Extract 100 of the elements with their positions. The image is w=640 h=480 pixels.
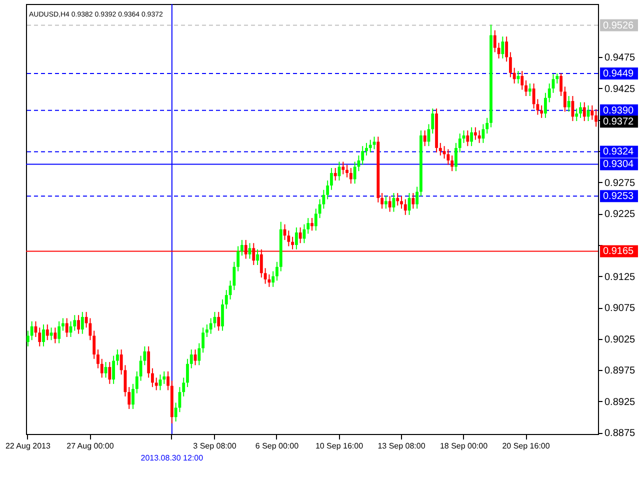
candlestick <box>50 327 53 341</box>
x-tick-label: 20 Sep 16:00 <box>502 442 550 450</box>
candlestick <box>400 196 403 210</box>
candlestick <box>438 142 442 156</box>
y-tick-label: 0.8975 <box>604 366 636 377</box>
candlestick <box>166 370 170 391</box>
candlestick <box>512 67 516 84</box>
candlestick <box>571 96 574 122</box>
candlestick <box>560 72 562 97</box>
candlestick <box>454 142 458 172</box>
candlestick <box>505 36 508 62</box>
x-tick-label: 22 Aug 2013 <box>5 442 51 450</box>
y-tick-label: 0.9425 <box>604 84 636 95</box>
y-tick-label: 0.9475 <box>604 52 636 64</box>
candlestick <box>65 318 68 338</box>
candlestick <box>46 324 49 341</box>
x-tick-label: 10 Sep 16:00 <box>315 442 364 450</box>
candlestick <box>486 117 489 134</box>
candlestick <box>582 102 586 122</box>
candlestick <box>540 104 544 118</box>
candlestick <box>182 377 186 397</box>
candlestick <box>474 126 477 140</box>
ref-line-label: 0.9449 <box>603 68 634 80</box>
y-tick-label: 0.9275 <box>604 178 636 189</box>
ref-line-label: 0.9324 <box>603 146 634 158</box>
y-tick-label: 0.9025 <box>604 334 636 346</box>
ref-line-label: 0.9390 <box>603 105 634 116</box>
x-tick-label: 3 Sep 08:00 <box>193 442 237 450</box>
candlestick <box>567 96 570 112</box>
candlestick <box>135 370 138 394</box>
candlestick <box>342 161 345 175</box>
y-tick-label: 0.9125 <box>604 272 636 283</box>
candlestick <box>493 30 496 53</box>
candlestick <box>205 324 208 338</box>
candlestick <box>349 167 352 184</box>
candlestick <box>92 330 96 360</box>
candlestick <box>298 226 302 244</box>
candlestick <box>112 355 116 384</box>
candlestick <box>544 92 547 118</box>
candlestick <box>132 383 134 410</box>
candlestick <box>224 290 228 310</box>
candlestick <box>62 318 64 332</box>
candlestick <box>294 226 298 250</box>
candlestick <box>54 327 57 344</box>
y-tick-label: 0.9225 <box>604 209 636 220</box>
candlestick <box>147 346 150 378</box>
candlestick <box>128 386 131 410</box>
candlestick <box>42 324 45 347</box>
candlestick <box>334 167 337 182</box>
candlestick <box>264 268 267 284</box>
candlestick <box>416 186 419 210</box>
candlestick <box>575 108 578 122</box>
candlestick <box>579 102 582 118</box>
candlestick <box>396 192 400 206</box>
candlestick <box>388 196 392 212</box>
candlestick <box>236 246 240 272</box>
x-tick-label: 2013.08.30 12:00 <box>140 454 204 462</box>
candlestick <box>384 196 388 210</box>
candlestick <box>116 349 119 366</box>
candlestick <box>330 167 333 190</box>
candlestick <box>368 139 372 153</box>
candlestick <box>594 108 598 128</box>
candlestick <box>100 358 104 378</box>
candlestick <box>326 180 330 200</box>
candlestick <box>524 80 528 97</box>
ref-line-label: 0.9526 <box>603 20 634 32</box>
candlestick <box>26 330 30 347</box>
candlestick <box>450 154 454 172</box>
candlestick <box>548 82 551 103</box>
candlestick <box>38 327 42 347</box>
x-tick-label: 18 Sep 00:00 <box>440 442 488 450</box>
candlestick <box>404 198 407 216</box>
y-tick-label: 0.9075 <box>604 303 636 314</box>
candlestick <box>590 104 594 120</box>
candlestick <box>508 52 512 78</box>
candlestick <box>198 342 201 366</box>
candlestick <box>310 218 314 232</box>
candlestick <box>458 133 462 153</box>
candlestick <box>221 298 224 332</box>
candlestick <box>431 108 434 134</box>
candlestick <box>202 327 205 354</box>
candlestick <box>96 349 100 369</box>
y-tick-label: 0.8875 <box>604 428 636 440</box>
candlestick <box>520 70 524 90</box>
candlestick <box>276 261 278 282</box>
candlestick <box>240 239 244 256</box>
x-tick-label: 6 Sep 00:00 <box>255 442 300 450</box>
candlestick <box>186 358 189 388</box>
candlestick <box>58 320 61 344</box>
ref-line-label: 0.9304 <box>603 159 634 170</box>
candlestick <box>272 270 275 288</box>
candlestick <box>190 349 193 369</box>
candlestick <box>501 36 504 59</box>
candlestick <box>77 314 80 334</box>
candlestick <box>466 130 470 147</box>
candlestick <box>372 136 376 150</box>
x-tick-label: 27 Aug 00:00 <box>66 442 114 450</box>
text: 0.9372 <box>603 116 634 128</box>
candlestick <box>73 314 76 332</box>
candlestick <box>151 368 154 388</box>
